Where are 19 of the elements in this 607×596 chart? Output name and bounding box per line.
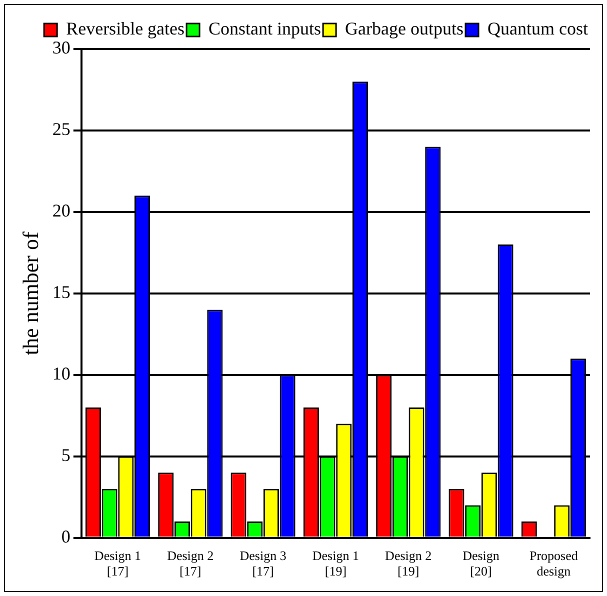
x-tick-label: Design 2 [19] [385, 548, 432, 579]
y-tick-label: 20 [52, 200, 70, 221]
y-tick-label: 10 [52, 364, 70, 384]
y-axis-title: the number of [18, 231, 43, 356]
y-tick-label: 5 [61, 445, 70, 466]
legend-label: Quantum cost [488, 18, 588, 39]
x-tick-label: Design 1 [19] [312, 548, 359, 579]
legend-label: Reversible gates [66, 18, 185, 39]
x-tick-label: Design 2 [17] [167, 548, 214, 579]
y-tick-label: 0 [61, 526, 70, 547]
y-tick-label: 25 [52, 119, 70, 140]
legend-label: Garbage outputs [345, 18, 464, 39]
x-tick-label: Design 3 [17] [240, 548, 286, 579]
y-tick-label: 30 [52, 38, 70, 58]
x-tick-label: Design [20] [462, 548, 500, 579]
legend-label: Constant inputs [208, 18, 322, 39]
x-tick-label: Design 1 [17] [94, 548, 142, 579]
x-tick-label: Proposed design [529, 548, 578, 579]
y-tick-label: 15 [52, 282, 70, 302]
